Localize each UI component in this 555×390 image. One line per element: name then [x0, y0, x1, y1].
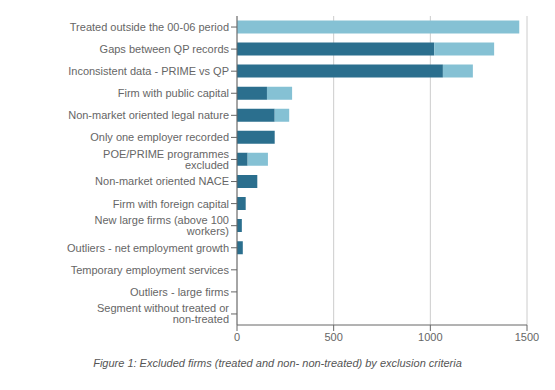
svg-text:1000: 1000: [418, 331, 442, 343]
svg-text:Non-market oriented NACE: Non-market oriented NACE: [95, 175, 229, 187]
html-text:Figure 1: Excluded firms (trea: Figure 1: Excluded firms (treated and no…: [93, 357, 462, 369]
svg-text:Inconsistent data - PRIME vs Q: Inconsistent data - PRIME vs QP: [68, 65, 229, 77]
svg-text:0: 0: [234, 331, 240, 343]
svg-text:Temporary employment services: Temporary employment services: [71, 264, 230, 276]
svg-text:1500: 1500: [515, 331, 539, 343]
svg-text:Firm with foreign capital: Firm with foreign capital: [113, 198, 229, 210]
svg-text:Treated outside the 00-06 peri: Treated outside the 00-06 period: [70, 21, 229, 33]
svg-text:Only one employer recorded: Only one employer recorded: [90, 131, 229, 143]
svg-text:Outliers - net employment grow: Outliers - net employment growth: [67, 242, 229, 254]
svg-text:POE/PRIME programmesexcluded: POE/PRIME programmesexcluded: [103, 148, 229, 171]
svg-text:Non-market oriented legal natu: Non-market oriented legal nature: [68, 109, 229, 121]
svg-text:Outliers - large firms: Outliers - large firms: [130, 286, 230, 298]
svg-text:500: 500: [324, 331, 342, 343]
svg-text:Segment without treated ornon-: Segment without treated ornon-treated: [97, 302, 229, 325]
svg-text:New large firms (above 100work: New large firms (above 100workers): [94, 214, 229, 237]
svg-text:Gaps between QP records: Gaps between QP records: [100, 43, 230, 55]
svg-text:Firm with public capital: Firm with public capital: [118, 87, 229, 99]
